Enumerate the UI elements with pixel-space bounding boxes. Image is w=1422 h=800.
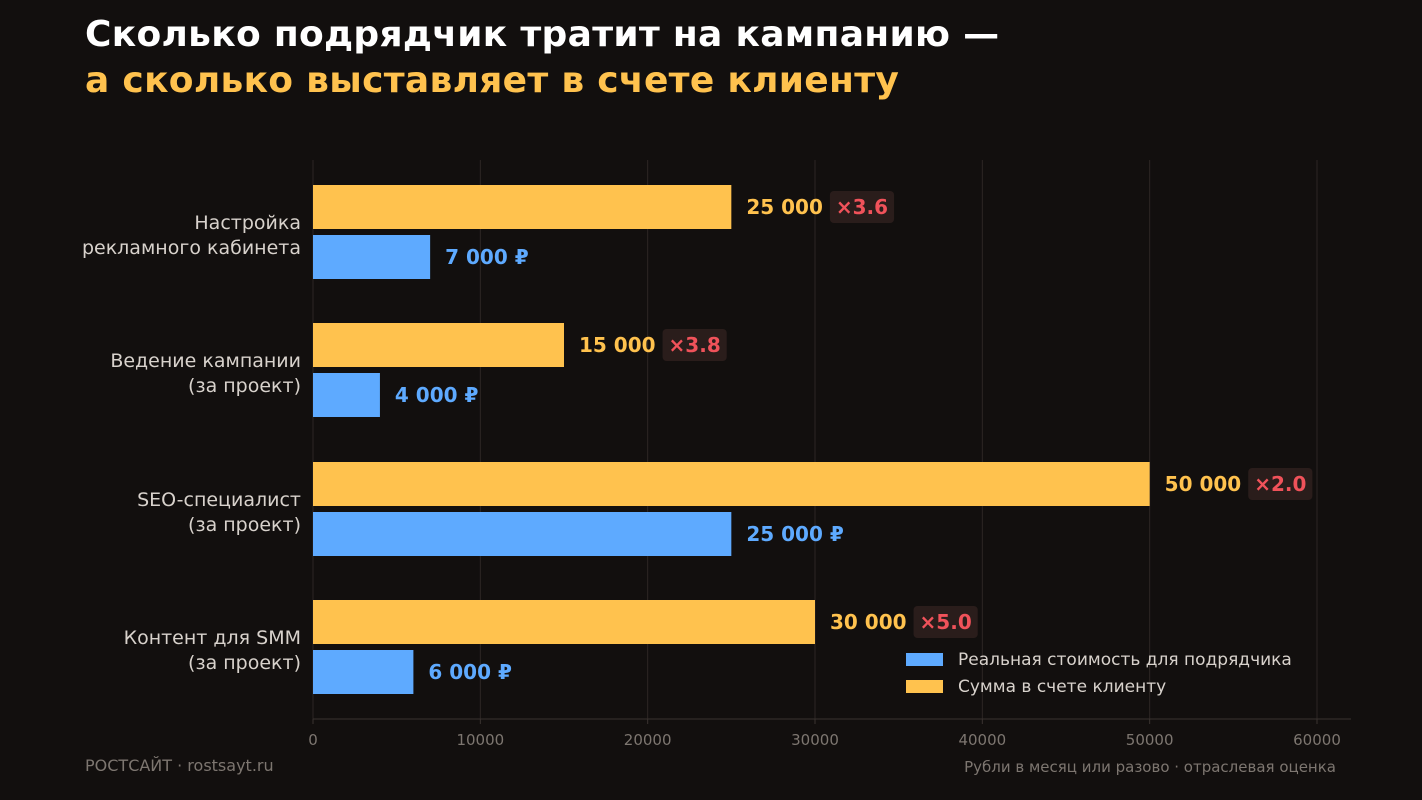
x-tick-label: 20000 <box>624 731 672 749</box>
bar-real <box>313 650 414 694</box>
bar-invoice <box>313 185 732 229</box>
chart-title: Сколько подрядчик тратит на кампанию — а… <box>85 12 999 104</box>
category-label-line1: Ведение кампании <box>110 350 301 372</box>
legend-item-invoice: Сумма в счете клиенту <box>906 673 1292 700</box>
legend-item-real: Реальная стоимость для подрядчика <box>906 646 1292 673</box>
multiplier-badge <box>913 606 978 638</box>
x-tick-label: 10000 <box>456 731 504 749</box>
multiplier-label: ×3.6 <box>836 195 888 219</box>
footer-note: Рубли в месяц или разово · отраслевая оц… <box>964 758 1336 776</box>
data-label-invoice: 30 000 <box>830 610 907 634</box>
bar-real <box>313 512 732 556</box>
multiplier-badge <box>1248 468 1313 500</box>
category-label-line1: Контент для SMM <box>124 627 301 649</box>
legend-swatch-invoice <box>906 680 943 693</box>
x-tick-label: 0 <box>308 731 318 749</box>
x-tick-label: 60000 <box>1293 731 1341 749</box>
title-line-1: Сколько подрядчик тратит на кампанию — <box>85 14 1000 55</box>
data-label-real: 4 000 ₽ <box>395 383 479 407</box>
data-label-invoice: 15 000 <box>579 333 656 357</box>
bar-invoice <box>313 462 1150 506</box>
title-line-2: а сколько выставляет в счете клиенту <box>85 60 900 101</box>
legend-swatch-real <box>906 653 943 666</box>
bar-real <box>313 373 380 417</box>
bar-invoice <box>313 323 564 367</box>
category-label-line2: (за проект) <box>188 375 301 397</box>
category-label-line2: (за проект) <box>188 514 301 536</box>
x-tick-label: 40000 <box>958 731 1006 749</box>
category-label-line1: SEO-специалист <box>137 489 301 511</box>
multiplier-label: ×2.0 <box>1254 472 1306 496</box>
data-label-real: 6 000 ₽ <box>428 660 512 684</box>
x-tick-label: 30000 <box>791 731 839 749</box>
data-label-real: 7 000 ₽ <box>445 245 529 269</box>
x-tick-label: 50000 <box>1126 731 1174 749</box>
multiplier-label: ×3.8 <box>669 333 721 357</box>
category-label-line2: рекламного кабинета <box>82 237 301 259</box>
multiplier-label: ×5.0 <box>920 610 972 634</box>
category-label-line1: Настройка <box>194 212 301 234</box>
bar-real <box>313 235 431 279</box>
multiplier-badge <box>829 191 895 223</box>
footer-brand: РОСТСАЙТ · rostsayt.ru <box>85 756 274 775</box>
data-label-invoice: 25 000 <box>746 195 823 219</box>
bar-invoice <box>313 600 815 644</box>
legend-label-real: Реальная стоимость для подрядчика <box>958 649 1292 670</box>
data-label-invoice: 50 000 <box>1165 472 1242 496</box>
chart-legend: Реальная стоимость для подрядчика Сумма … <box>906 646 1292 700</box>
legend-label-invoice: Сумма в счете клиенту <box>958 676 1167 697</box>
multiplier-badge <box>662 329 727 361</box>
category-label-line2: (за проект) <box>188 652 301 674</box>
data-label-real: 25 000 ₽ <box>746 522 844 546</box>
